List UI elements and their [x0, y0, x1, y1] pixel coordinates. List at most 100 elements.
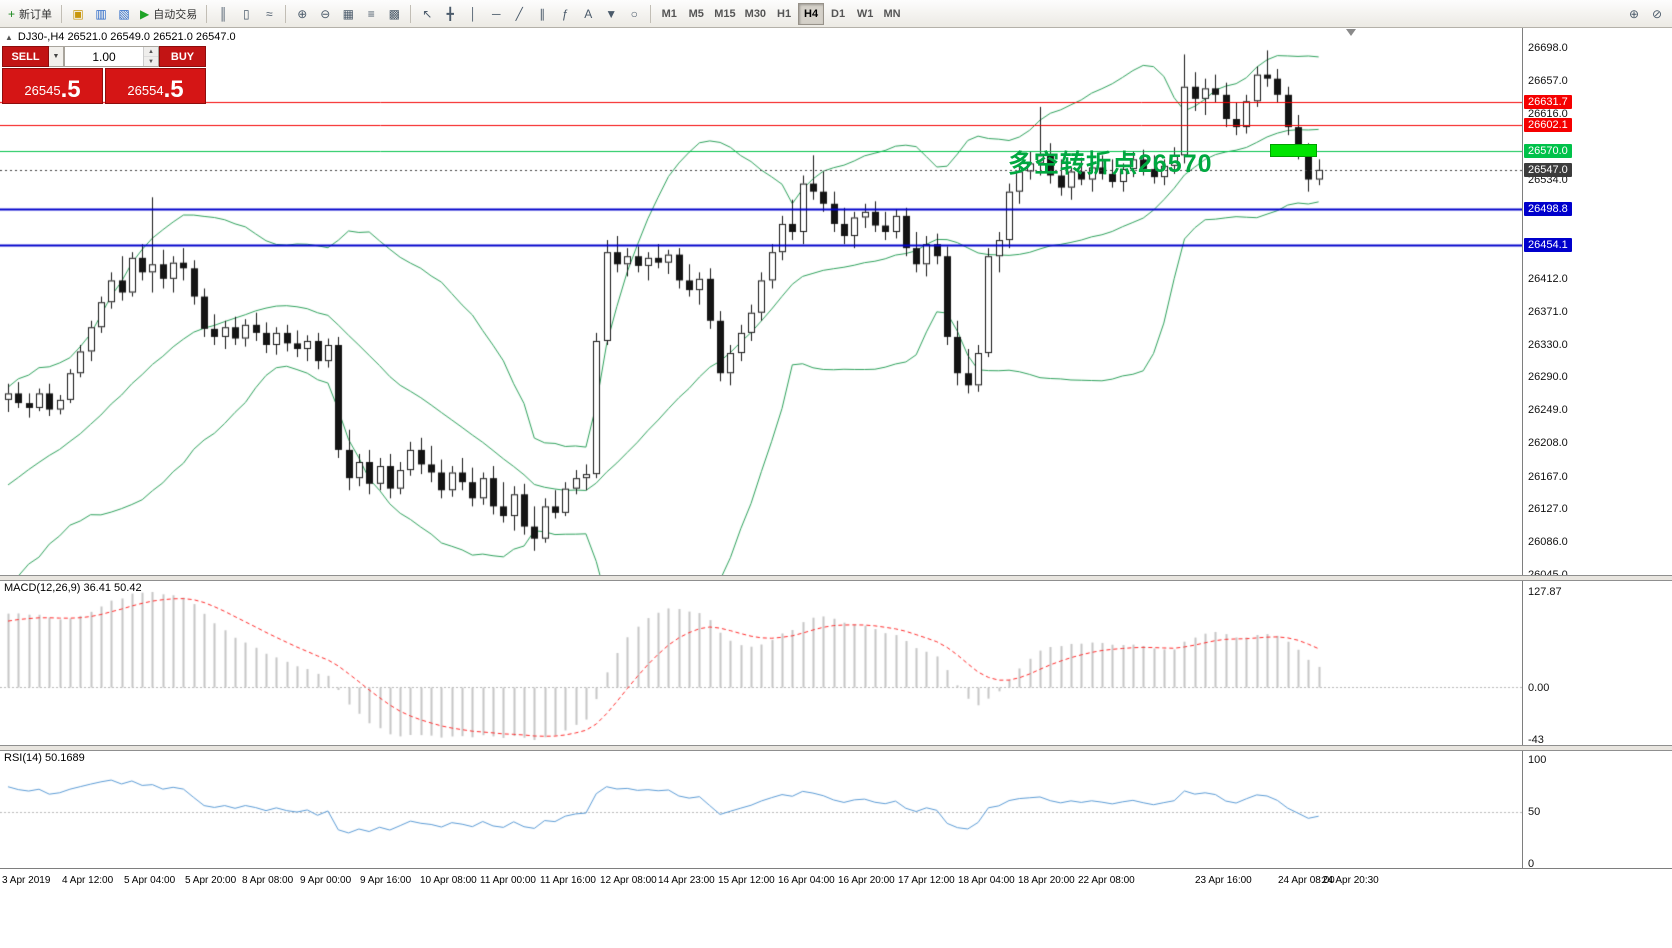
cursor-tool-button[interactable]: ↖	[416, 3, 438, 25]
time-label: 22 Apr 08:00	[1078, 875, 1135, 886]
level-price-badge: 26602.1	[1524, 118, 1572, 132]
sell-price-pips: .5	[60, 75, 81, 103]
trendline-tool-button[interactable]: ╱	[508, 3, 530, 25]
time-label: 23 Apr 16:00	[1195, 875, 1252, 886]
magnifier-a-icon: ⊕	[1628, 6, 1640, 21]
timeframe-m15-button[interactable]: M15	[710, 3, 739, 25]
horizontal-line-tool-button[interactable]: ─	[485, 3, 507, 25]
one-click-trade-panel: SELL ▼ ▲ ▼ BUY 26545.5 26554.5	[2, 46, 206, 104]
time-label: 5 Apr 20:00	[185, 875, 237, 886]
auto-trading-button[interactable]: ▶ 自动交易	[136, 3, 201, 25]
price-tick: 26127.0	[1528, 503, 1568, 515]
time-label: 9 Apr 00:00	[300, 875, 352, 886]
shapes-tool-button[interactable]: ○	[623, 3, 645, 25]
bar-chart-type-button[interactable]: ║	[212, 3, 234, 25]
channel-tool-button[interactable]: ∥	[531, 3, 553, 25]
zoom-out-icon: ⊖	[320, 6, 331, 21]
zoom-in-button[interactable]: ⊕	[291, 3, 313, 25]
time-label: 24 Apr 08:00	[1278, 875, 1335, 886]
auto-trading-button-label: 自动交易	[153, 8, 198, 21]
candle-chart-icon: ▯	[242, 6, 250, 21]
volume-decrease-button[interactable]: ▼	[144, 57, 158, 66]
price-scale[interactable]: 26698.0 26657.0 26616.0 26534.0 26412.0 26371…	[1522, 28, 1672, 948]
zoom-out-button[interactable]: ⊖	[314, 3, 336, 25]
navigator-button[interactable]: ▧	[113, 3, 135, 25]
timeframe-mn-button[interactable]: MN	[879, 3, 905, 25]
timeframe-w1-button[interactable]: W1	[852, 3, 878, 25]
buy-price-display[interactable]: 26554.5	[105, 68, 206, 104]
buy-price-pips: .5	[163, 75, 184, 103]
rsi-scale-level: 0	[1528, 858, 1535, 870]
time-axis[interactable]: 3 Apr 2019 4 Apr 12:00 5 Apr 04:00 5 Apr 20…	[0, 868, 1672, 948]
turning-point-annotation[interactable]: 多空转折点26570	[1008, 150, 1213, 178]
text-icon: A	[584, 6, 593, 21]
price-chart-canvas[interactable]	[0, 28, 1522, 948]
tile-windows-button[interactable]: ▦	[337, 3, 359, 25]
charts-grid-button[interactable]: ▣	[67, 3, 89, 25]
time-label: 4 Apr 12:00	[62, 875, 114, 886]
auto-play-icon: ▶	[140, 6, 150, 21]
toolbar-separator	[650, 4, 652, 23]
hline-icon: ─	[491, 6, 501, 21]
fibonacci-icon: ƒ	[561, 6, 569, 21]
indicators-button[interactable]: ≡	[360, 3, 382, 25]
buy-button[interactable]: BUY	[159, 46, 206, 67]
macd-panel-separator[interactable]	[0, 575, 1672, 581]
macd-scale-min: -43	[1528, 734, 1544, 746]
volume-input[interactable]	[65, 47, 143, 66]
time-label: 24 Apr 20:30	[1322, 875, 1379, 886]
rsi-panel-separator[interactable]	[0, 745, 1672, 751]
text-tool-button[interactable]: A	[577, 3, 599, 25]
time-label: 15 Apr 12:00	[718, 875, 775, 886]
magnifier-minus-button[interactable]: ⊘	[1646, 3, 1668, 25]
trade-options-dropdown[interactable]: ▼	[49, 46, 64, 67]
timeframe-m1-button[interactable]: M1	[656, 3, 682, 25]
macd-scale-max: 127.87	[1528, 586, 1562, 598]
chart-shift-marker[interactable]	[1346, 29, 1356, 36]
vertical-line-tool-button[interactable]: │	[462, 3, 484, 25]
crosshair-tool-button[interactable]: ╋	[439, 3, 461, 25]
macd-scale-zero: 0.00	[1528, 682, 1550, 694]
magnifier-b-icon: ⊘	[1651, 6, 1663, 21]
volume-increase-button[interactable]: ▲	[144, 47, 158, 57]
time-label: 17 Apr 12:00	[898, 875, 955, 886]
trendline-icon: ╱	[515, 6, 523, 21]
sell-button[interactable]: SELL	[2, 46, 49, 67]
templates-button[interactable]: ▩	[383, 3, 405, 25]
candlestick-chart-type-button[interactable]: ▯	[235, 3, 257, 25]
macd-indicator-label: MACD(12,26,9) 36.41 50.42	[4, 582, 142, 594]
line-chart-type-button[interactable]: ≈	[258, 3, 280, 25]
timeframe-h4-button[interactable]: H4	[798, 2, 825, 25]
time-label: 11 Apr 16:00	[540, 875, 596, 886]
time-label: 18 Apr 04:00	[958, 875, 1015, 886]
current-price-badge: 26547.0	[1524, 163, 1572, 177]
rsi-indicator-label: RSI(14) 50.1689	[4, 752, 85, 764]
turning-point-marker[interactable]	[1270, 144, 1317, 157]
arrows-tool-button[interactable]: ▼	[600, 3, 622, 25]
collapse-subwindow-icon[interactable]: ▲	[5, 32, 13, 42]
sell-price-display[interactable]: 26545.5	[2, 68, 103, 104]
time-label: 9 Apr 16:00	[360, 875, 412, 886]
toolbar-separator	[206, 4, 208, 23]
time-label: 12 Apr 08:00	[600, 875, 657, 886]
price-tick: 26208.0	[1528, 437, 1568, 449]
navigator-icon: ▧	[118, 6, 130, 21]
timeframe-m30-button[interactable]: M30	[741, 3, 770, 25]
level-price-badge: 26454.1	[1524, 238, 1572, 252]
magnifier-plus-button[interactable]: ⊕	[1623, 3, 1645, 25]
arrows-icon: ▼	[605, 6, 618, 21]
market-watch-button[interactable]: ▥	[90, 3, 112, 25]
buy-price-main: 26554	[127, 83, 164, 98]
sell-price-main: 26545	[24, 83, 61, 98]
line-chart-icon: ≈	[265, 6, 273, 21]
tile-windows-icon: ▦	[342, 6, 354, 21]
timeframe-m5-button[interactable]: M5	[683, 3, 709, 25]
market-watch-icon: ▥	[95, 6, 107, 21]
toolbar-separator	[285, 4, 287, 23]
time-label: 14 Apr 23:00	[658, 875, 715, 886]
fibonacci-tool-button[interactable]: ƒ	[554, 3, 576, 25]
timeframe-h1-button[interactable]: H1	[771, 3, 797, 25]
timeframe-d1-button[interactable]: D1	[825, 3, 851, 25]
chart-window-icon: ▣	[72, 6, 84, 21]
new-order-button[interactable]: + 新订单	[4, 3, 56, 25]
